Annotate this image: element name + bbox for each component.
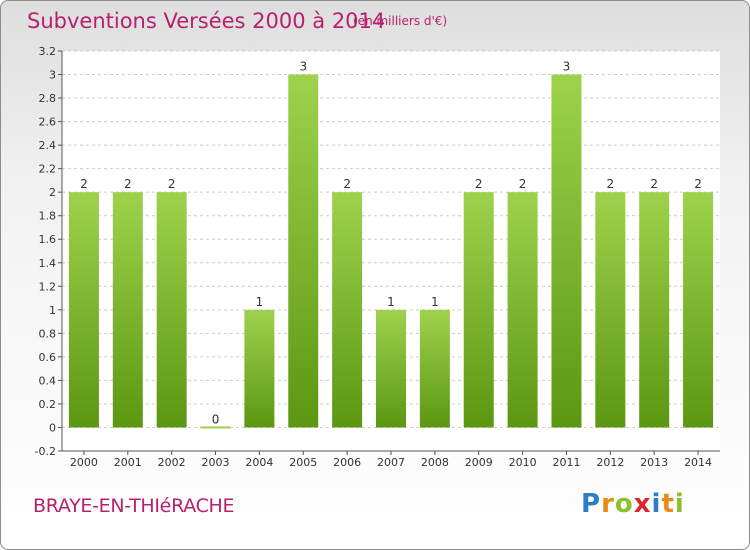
- y-tick-label: 0.6: [39, 351, 57, 364]
- bar: [200, 426, 231, 429]
- logo-letter: r: [601, 489, 615, 519]
- x-tick-label: 2008: [421, 456, 449, 469]
- y-tick-label: 1.2: [39, 280, 57, 293]
- y-tick-label: 3.2: [39, 45, 57, 58]
- data-label: 0: [212, 412, 220, 426]
- y-tick-label: 0: [49, 421, 56, 434]
- y-tick-label: 2: [49, 186, 56, 199]
- x-tick-label: 2011: [552, 456, 580, 469]
- y-tick-label: 2.6: [39, 116, 57, 129]
- bar: [683, 192, 714, 428]
- y-tick-label: 1.6: [39, 233, 57, 246]
- x-tick-label: 2000: [70, 456, 98, 469]
- logo-letter: x: [633, 489, 652, 519]
- bar: [463, 192, 494, 428]
- bar: [288, 74, 319, 428]
- bar: [419, 309, 450, 428]
- y-tick-label: -0.2: [35, 445, 56, 458]
- y-tick-label: 2.2: [39, 163, 57, 176]
- bar: [507, 192, 538, 428]
- data-label: 2: [694, 177, 702, 191]
- x-tick-label: 2002: [158, 456, 186, 469]
- logo-letter: t: [661, 489, 675, 519]
- data-label: 1: [387, 295, 395, 309]
- data-label: 2: [80, 177, 88, 191]
- y-tick-label: 1: [49, 304, 56, 317]
- logo-letter: i: [651, 489, 662, 519]
- y-tick-label: 2.4: [39, 139, 57, 152]
- data-label: 2: [475, 177, 483, 191]
- x-tick-label: 2007: [377, 456, 405, 469]
- data-label: 1: [256, 295, 264, 309]
- x-tick-label: 2009: [465, 456, 493, 469]
- y-tick-label: 2.8: [39, 92, 57, 105]
- data-label: 2: [607, 177, 615, 191]
- bar: [244, 309, 275, 428]
- x-tick-label: 2013: [640, 456, 668, 469]
- bar: [551, 74, 582, 428]
- data-label: 3: [563, 60, 571, 74]
- data-label: 2: [168, 177, 176, 191]
- y-tick-label: 0.4: [39, 374, 57, 387]
- bar: [639, 192, 670, 428]
- proxiti-logo[interactable]: Proxiti: [581, 489, 685, 519]
- x-tick-label: 2010: [509, 456, 537, 469]
- x-tick-label: 2001: [114, 456, 142, 469]
- logo-letter: o: [614, 489, 634, 519]
- chart-subtitle: (en milliers d'€): [353, 14, 448, 28]
- x-tick-label: 2006: [333, 456, 361, 469]
- x-tick-label: 2012: [596, 456, 624, 469]
- data-label: 1: [431, 295, 439, 309]
- x-tick-label: 2003: [202, 456, 230, 469]
- logo-letter: P: [581, 489, 602, 519]
- bar: [332, 192, 363, 428]
- x-tick-label: 2005: [289, 456, 317, 469]
- y-tick-label: 1.8: [39, 210, 57, 223]
- y-tick-label: 1.4: [39, 257, 57, 270]
- y-tick-label: 0.8: [39, 327, 57, 340]
- bar: [68, 192, 99, 428]
- data-label: 2: [519, 177, 527, 191]
- y-tick-label: 0.2: [39, 398, 57, 411]
- chart-title: Subventions Versées 2000 à 2014: [27, 9, 386, 33]
- data-label: 3: [299, 60, 307, 74]
- data-label: 2: [650, 177, 658, 191]
- x-tick-label: 2004: [245, 456, 273, 469]
- bar: [595, 192, 626, 428]
- data-label: 2: [124, 177, 132, 191]
- bar: [156, 192, 187, 428]
- bar: [112, 192, 143, 428]
- y-tick-label: 3: [49, 69, 56, 82]
- logo-letter: i: [674, 489, 685, 519]
- data-label: 2: [343, 177, 351, 191]
- bar: [376, 309, 406, 428]
- x-tick-label: 2014: [684, 456, 712, 469]
- commune-name: BRAYE-EN-THIéRACHE: [33, 495, 235, 517]
